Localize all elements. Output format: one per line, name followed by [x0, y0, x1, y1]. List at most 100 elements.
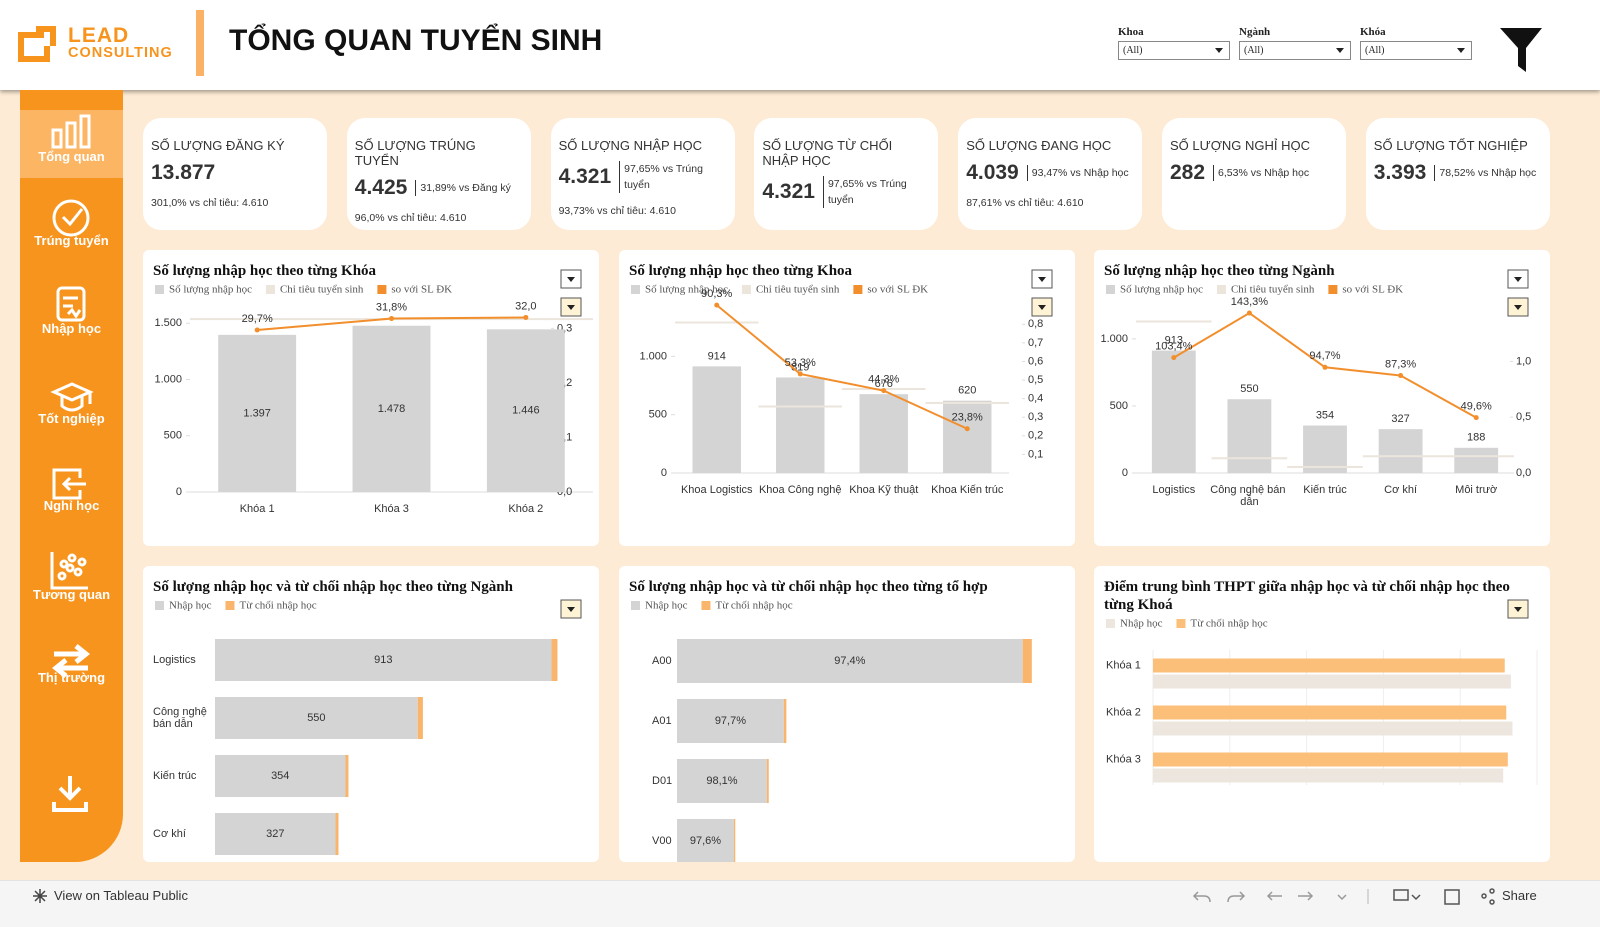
y-tick-label: 500 — [164, 430, 182, 442]
nav-item[interactable]: Nhập học — [41, 321, 102, 336]
kpi-card: SỐ LƯỢNG ĐĂNG KÝ 13.877 301,0% vs chỉ tiêu… — [143, 118, 327, 230]
nav-item[interactable]: Nghỉ học — [43, 498, 100, 513]
bar-label: 914 — [708, 350, 726, 362]
kpi-row: 282 6,53% vs Nhập học — [1170, 161, 1338, 185]
bar — [1153, 658, 1505, 673]
legend-swatch — [631, 601, 640, 610]
kpi-row: 4.321 97,65% vs Trúng tuyển — [762, 176, 930, 208]
logo-icon — [18, 26, 56, 62]
bar-label: 913 — [374, 654, 392, 666]
logo-text: LEAD — [68, 24, 130, 47]
dropdown-arrow — [1336, 48, 1344, 53]
nav-item[interactable]: Tổng quan — [38, 149, 105, 164]
filter-dropdown[interactable]: (All) — [1239, 41, 1351, 60]
kpi-row: 13.877 — [151, 161, 319, 185]
dropdown-arrow — [1038, 277, 1046, 282]
legend-swatch — [701, 601, 711, 610]
share-button[interactable]: Share — [1502, 888, 1537, 903]
bar-label: 913 — [1165, 334, 1183, 346]
bar — [692, 366, 741, 473]
kpi-card: SỐ LƯỢNG TRÚNG TUYỂN 4.425 31,89% vs Đăng … — [346, 118, 531, 230]
sidebar: Tổng quan Trúng tuyển Nhập học Tốt nghiệp Ng… — [20, 90, 123, 862]
bar-segment — [551, 639, 558, 681]
bar-label: 1.478 — [378, 403, 406, 415]
legend-label: so với SL ĐK — [391, 284, 452, 296]
bar — [1378, 429, 1423, 473]
kpi-value: 4.039 — [966, 161, 1019, 184]
y-tick-label: 0 — [661, 467, 667, 479]
line-point — [254, 327, 260, 333]
kpi-value: 4.321 — [762, 180, 815, 203]
kpi-label: SỐ LƯỢNG ĐĂNG KÝ — [151, 138, 285, 153]
chart-title: Số lượng nhập học và từ chối nhập học th… — [153, 579, 514, 595]
filter-icon[interactable] — [1498, 26, 1544, 76]
line-point — [1322, 364, 1328, 370]
chart-panel: Số lượng nhập học theo từng Khóa Số lượng… — [143, 250, 599, 546]
filter: Khóa (All) — [1360, 26, 1472, 60]
y-tick-label: 0 — [176, 486, 182, 498]
line-label: 87,3% — [1385, 358, 1416, 370]
filter-dropdown[interactable]: (All) — [1118, 41, 1230, 60]
nav-item[interactable]: Tốt nghiệp — [38, 411, 105, 426]
y2-tick-label: 0,8 — [1028, 318, 1043, 330]
filter-label: Khoa — [1118, 26, 1144, 38]
dropdown-arrow — [567, 277, 575, 282]
y-tick-label: 500 — [649, 409, 667, 421]
x-tick-label: Logistics — [1152, 484, 1195, 496]
bar-segment — [783, 699, 787, 743]
legend-label: Từ chối nhập học — [715, 600, 792, 612]
line-label: 44,3% — [868, 374, 899, 386]
x-tick-label: Khoa Kiến trúc — [931, 484, 1004, 496]
kpi-target: 96,0% vs chỉ tiêu: 4.610 — [354, 212, 467, 224]
bar — [1153, 752, 1508, 767]
line-label: 29,7% — [242, 313, 273, 325]
kpi-target: 87,61% vs chỉ tiêu: 4.610 — [966, 197, 1084, 209]
dropdown-arrow — [1215, 48, 1223, 53]
dropdown-arrow — [1514, 607, 1522, 612]
bar — [859, 394, 908, 473]
tableau-link[interactable]: View on Tableau Public — [54, 888, 188, 903]
filter: Ngành (All) — [1239, 26, 1351, 60]
bar — [1227, 399, 1272, 473]
x-tick-label: Khoa Logistics — [681, 484, 753, 496]
kpi-value: 282 — [1170, 161, 1206, 184]
line-point — [1171, 355, 1177, 361]
bar — [486, 329, 565, 492]
page-title: TỔNG QUAN TUYỂN SINH — [229, 24, 603, 57]
legend-swatch — [377, 285, 387, 294]
nav-item[interactable]: Thị trường — [37, 670, 106, 685]
bar-segment — [215, 697, 418, 739]
bar-label: 550 — [1240, 383, 1258, 395]
line-label: 103,4% — [1155, 340, 1193, 352]
chart-title: Số lượng nhập học theo từng Khoa — [629, 263, 853, 279]
line-point — [1246, 310, 1252, 316]
nav-item[interactable]: Tương quan — [32, 587, 111, 602]
bar-segment — [677, 759, 767, 803]
bar — [218, 334, 297, 492]
y2-tick-label: 0,5 — [1028, 374, 1043, 386]
share-label: 97,7% — [715, 715, 746, 727]
y2-tick-label: 0,5 — [1516, 411, 1531, 423]
legend-swatch — [853, 285, 863, 294]
line-label: 143,3% — [1231, 296, 1269, 308]
bar-label: 1.446 — [512, 405, 540, 417]
legend-swatch — [631, 285, 640, 294]
bar-segment — [677, 699, 784, 743]
legend-swatch — [1106, 619, 1115, 628]
nav-item[interactable]: Trúng tuyển — [34, 233, 109, 248]
filter-dropdown[interactable]: (All) — [1360, 41, 1472, 60]
bar-segment — [215, 813, 336, 855]
y-tick-label: 1.000 — [639, 350, 667, 362]
line-label: 32,0 — [515, 300, 536, 312]
kpi-value: 13.877 — [151, 161, 216, 184]
bar-label: 550 — [307, 712, 325, 724]
dropdown-arrow — [567, 607, 575, 612]
kpi-row: 4.425 31,89% vs Đăng ký — [355, 176, 523, 200]
legend-swatch — [1216, 285, 1226, 294]
x-tick-label: Khoa Công nghệ — [759, 484, 842, 496]
category-label: D01 — [652, 775, 672, 787]
kpi-label: SỐ LƯỢNG NGHỈ HỌC — [1170, 138, 1310, 153]
chart-panel: Số lượng nhập học theo từng Ngành Số lượn… — [1094, 250, 1550, 546]
kpi-value: 4.321 — [558, 165, 612, 188]
line-point — [714, 302, 720, 308]
